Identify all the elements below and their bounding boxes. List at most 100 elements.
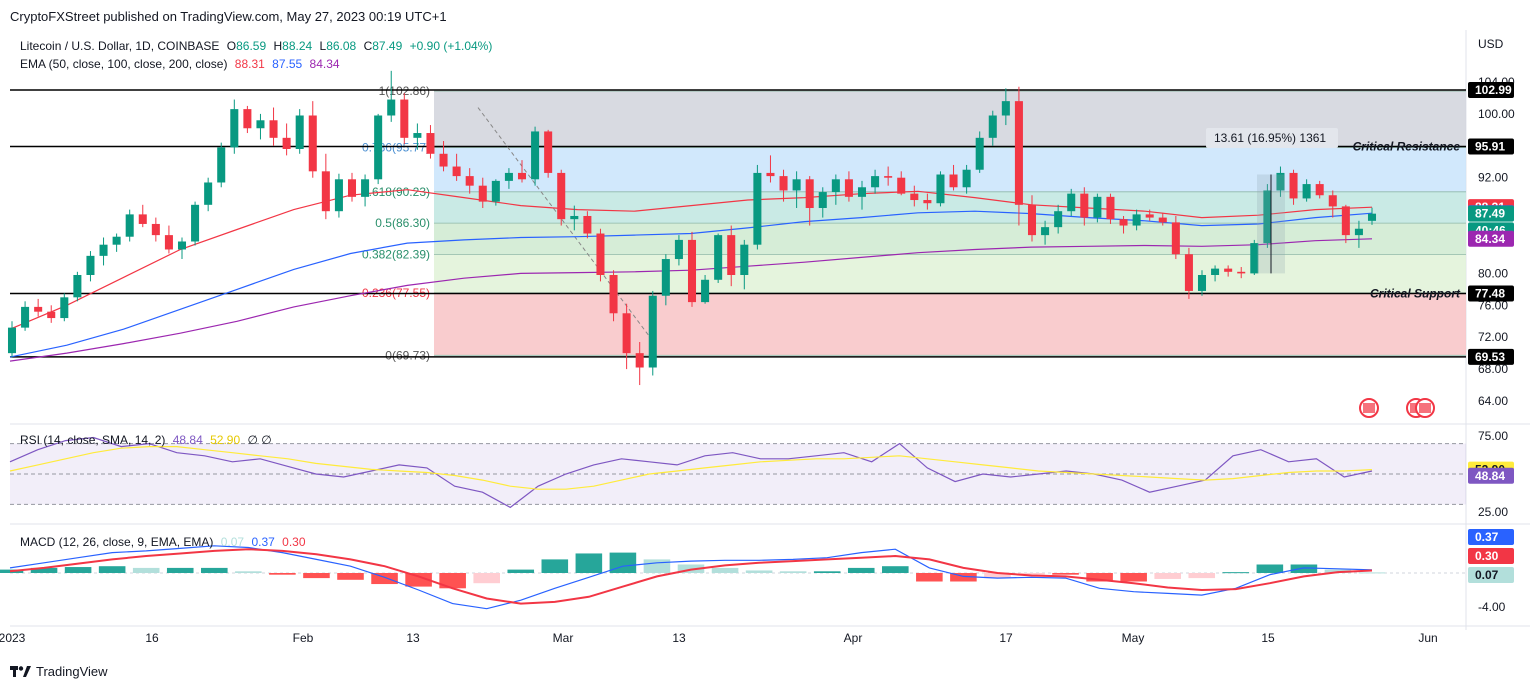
price-axis-box [1468, 205, 1514, 222]
rsi-axis-box [1468, 467, 1514, 484]
candle-body [334, 179, 343, 212]
price-tick-label: 80.00 [1478, 266, 1508, 280]
measure-label: 13.61 (16.95%) 1361 [1214, 131, 1326, 145]
candle-body [308, 115, 317, 172]
price-axis-box-label: 95.91 [1475, 140, 1505, 154]
macd-histogram-bar [1358, 572, 1386, 574]
time-tick-label: Mar [553, 631, 574, 645]
low-value: 86.08 [326, 39, 357, 53]
candle-body [1027, 204, 1037, 236]
rsi-extra-value: ∅ ∅ [247, 433, 272, 447]
ema-label[interactable]: EMA (50, close, 100, close, 200, close) [20, 57, 228, 71]
rsi-tick-label: 75.00 [1478, 429, 1508, 443]
candle-body [949, 174, 958, 188]
candle-body [256, 120, 265, 129]
price-tick-label: 68.00 [1478, 362, 1508, 376]
candle-body [73, 274, 82, 298]
candle-body [622, 313, 631, 354]
macd-histogram-bar [473, 573, 500, 584]
macd-histogram-bar [1086, 573, 1113, 582]
macd-histogram-bar [30, 567, 58, 573]
candle-body [426, 133, 435, 154]
macd-axis-box-label: 0.37 [1475, 530, 1499, 544]
price-axis-box-label: 87.49 [1475, 207, 1505, 221]
macd-histogram-bar [1018, 573, 1045, 575]
macd-label[interactable]: MACD (12, 26, close, 9, EMA, EMA) [20, 535, 214, 549]
ema-line [9, 210, 1373, 358]
candle-body [609, 274, 618, 314]
fib-label: 0.382(82.39) [362, 247, 430, 261]
candle-body [831, 179, 840, 193]
main-legend: Litecoin / U.S. Dollar, 1D, COINBASE O86… [20, 39, 496, 53]
candle-body [1315, 184, 1324, 196]
brand-label[interactable]: TradingView [36, 664, 108, 679]
candle-body [1119, 219, 1128, 226]
macd-pane [0, 545, 1466, 610]
candle-body [701, 279, 710, 303]
macd-histogram-bar [1290, 564, 1318, 573]
publisher-header: CryptoFXStreet published on TradingView.… [10, 9, 447, 24]
price-tick-label: 64.00 [1478, 394, 1508, 408]
macd-histogram-bar [201, 567, 228, 573]
macd-axis-box-label: 0.30 [1475, 549, 1499, 563]
footer: TradingView [10, 664, 108, 679]
flag-stripes-icon [1363, 403, 1375, 413]
ema200-value: 84.34 [309, 57, 340, 71]
ema100-value: 87.55 [272, 57, 303, 71]
macd-histogram-bar [337, 573, 364, 580]
macd-axis-box-label: 0.07 [1475, 568, 1499, 582]
candle-body [596, 233, 605, 275]
ema-legend: EMA (50, close, 100, close, 200, close) … [20, 57, 344, 71]
macd-histogram-bar [303, 573, 330, 579]
candle-body [164, 235, 173, 250]
macd-histogram-bar [916, 573, 943, 582]
ema-line [9, 189, 1373, 330]
candle-body [1328, 195, 1337, 207]
macd-histogram-bar [711, 567, 739, 573]
time-tick-label: 2023 [0, 631, 26, 645]
rsi-label[interactable]: RSI (14, close, SMA, 14, 2) [20, 433, 166, 447]
macd-histogram-bar [984, 573, 1011, 579]
macd-value: 0.37 [251, 535, 275, 549]
macd-axis-box [1468, 567, 1514, 583]
macd-axis-box [1468, 529, 1514, 545]
candle-body [86, 255, 95, 275]
open-value: 86.59 [236, 39, 267, 53]
candle-body [740, 244, 749, 275]
candle-body [1224, 268, 1233, 272]
candle-body [1132, 214, 1141, 226]
macd-histogram-bar [779, 571, 807, 573]
price-pane: 1(102.86)0.786(95.77)0.618(90.23)0.5(86.… [7, 30, 1530, 630]
time-tick-label: 16 [145, 631, 159, 645]
time-tick-label: 13 [406, 631, 420, 645]
candle-body [1093, 196, 1102, 218]
candle-body [936, 174, 945, 204]
candle-body [844, 179, 853, 197]
time-tick-label: Apr [844, 631, 863, 645]
macd-tick-label: -4.00 [1478, 600, 1506, 614]
candle-body [7, 327, 17, 354]
price-tick-label: 72.00 [1478, 330, 1508, 344]
candle-body [988, 115, 997, 138]
candle-body [1014, 101, 1023, 205]
candle-body [1250, 243, 1259, 274]
price-axis-box-label: 77.48 [1475, 286, 1505, 300]
measure-label-bg [1206, 128, 1338, 148]
candle-body [857, 187, 867, 197]
macd-histogram-bar [643, 559, 671, 573]
candle-body [531, 131, 540, 180]
candle-body [400, 99, 409, 138]
symbol-label[interactable]: Litecoin / U.S. Dollar, 1D, COINBASE [20, 39, 220, 53]
macd-histogram-bar [64, 567, 92, 573]
currency-label: USD [1478, 37, 1504, 51]
candle-body [557, 172, 566, 220]
price-axis-box [1468, 230, 1514, 247]
time-axis: 2023 16 Feb 13 Mar 13 Apr 17 May 15 Jun [0, 631, 1438, 645]
candle-body [21, 306, 30, 328]
rsi-pane [9, 436, 1466, 509]
candle-body [1106, 196, 1115, 220]
price-axis-box [1468, 285, 1514, 302]
rsi-line [9, 436, 1373, 509]
price-axis-box-label: 84.34 [1475, 232, 1505, 246]
